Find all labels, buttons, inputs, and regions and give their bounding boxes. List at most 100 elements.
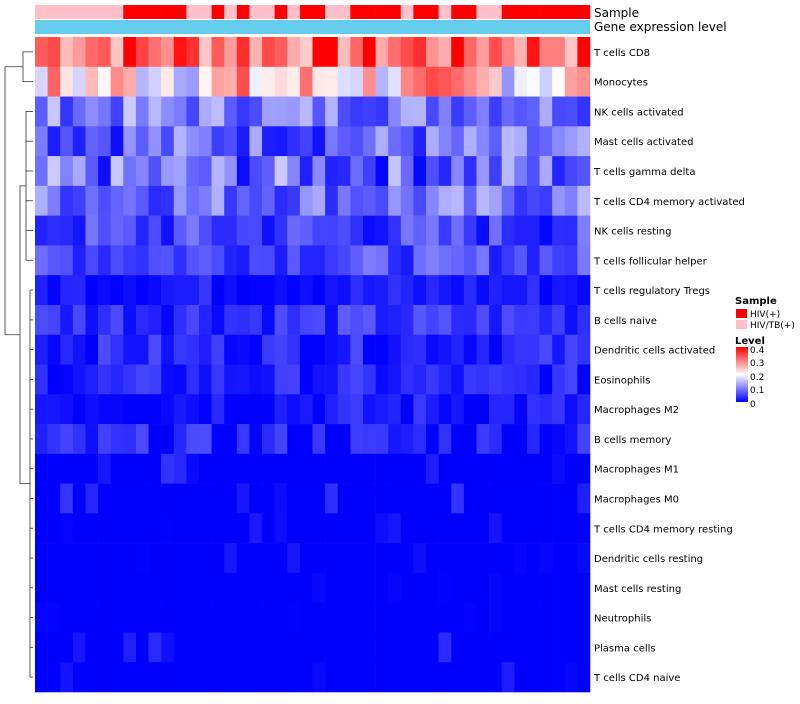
- row-label-15: Macrophages M1: [594, 465, 679, 476]
- cell-r20-c32: [426, 602, 439, 633]
- cell-r5-c18: [249, 156, 263, 187]
- cell-r3-c3: [60, 96, 74, 127]
- cell-r20-c20: [274, 602, 288, 633]
- cell-r6-c36: [476, 185, 490, 216]
- cell-r18-c22: [299, 543, 313, 574]
- cell-r18-c24: [325, 543, 339, 574]
- cell-r20-c9: [135, 602, 149, 633]
- cell-r9-c36: [476, 275, 490, 306]
- cell-r3-c6: [98, 96, 111, 127]
- cell-r18-c30: [400, 543, 414, 574]
- cell-r8-c43: [564, 245, 578, 276]
- cell-r6-c12: [173, 185, 187, 216]
- cell-r1-c22: [299, 37, 313, 68]
- cell-r9-c39: [514, 275, 528, 306]
- cell-r13-c3: [60, 394, 74, 425]
- cell-r14-c1: [35, 424, 48, 455]
- cell-r11-c36: [476, 334, 490, 365]
- cell-r21-c29: [388, 632, 402, 663]
- cell-r1-c8: [123, 37, 137, 68]
- cell-r22-c31: [413, 662, 427, 693]
- cell-r22-c33: [438, 662, 452, 693]
- cell-r22-c2: [47, 662, 61, 693]
- cell-r7-c7: [110, 215, 124, 246]
- cell-r12-c26: [350, 364, 364, 395]
- cell-r21-c31: [413, 632, 427, 663]
- cell-r19-c29: [388, 572, 402, 603]
- cell-r6-c35: [463, 185, 477, 216]
- cell-r20-c27: [362, 602, 376, 633]
- cell-r20-c39: [514, 602, 528, 633]
- cell-r10-c22: [299, 304, 313, 336]
- cell-r22-c5: [85, 662, 99, 693]
- cell-r9-c41: [539, 275, 553, 306]
- dendrogram-root: [4, 66, 23, 336]
- cell-r9-c40: [526, 275, 540, 306]
- cell-r11-c9: [135, 334, 149, 365]
- cell-r1-c36: [476, 37, 490, 68]
- cell-r14-c25: [337, 424, 351, 455]
- cell-r14-c22: [299, 424, 313, 455]
- cell-r21-c5: [85, 632, 99, 663]
- cell-r18-c5: [85, 543, 99, 574]
- cell-r11-c35: [463, 334, 477, 365]
- cell-r8-c34: [451, 245, 465, 276]
- cell-r12-c29: [388, 364, 402, 395]
- cell-r19-c27: [362, 572, 376, 603]
- cell-r15-c43: [564, 453, 578, 484]
- cell-r13-c27: [362, 394, 376, 425]
- cell-r2-c8: [123, 66, 137, 97]
- cell-r9-c16: [224, 275, 238, 306]
- cell-r6-c18: [249, 185, 263, 216]
- cell-r17-c11: [161, 513, 175, 544]
- cell-r17-c22: [299, 513, 313, 544]
- cell-r1-c7: [110, 37, 124, 68]
- cell-r16-c37: [489, 483, 503, 514]
- cell-r20-c29: [388, 602, 402, 633]
- cell-r3-c41: [539, 96, 553, 127]
- cell-r15-c10: [148, 453, 162, 484]
- cell-r14-c31: [413, 424, 427, 455]
- cell-r14-c3: [60, 424, 74, 455]
- cell-r22-c22: [299, 662, 313, 693]
- cell-r4-c1: [35, 126, 48, 157]
- cell-r11-c40: [526, 334, 540, 365]
- cell-r8-c25: [337, 245, 351, 276]
- sample-cell-44: [577, 5, 591, 19]
- cell-r11-c4: [72, 334, 86, 365]
- cell-r3-c33: [438, 96, 452, 127]
- cell-r14-c32: [426, 424, 439, 455]
- cell-r17-c32: [426, 513, 439, 544]
- cell-r16-c34: [451, 483, 465, 514]
- cell-r3-c7: [110, 96, 124, 127]
- cell-r5-c6: [98, 156, 111, 187]
- cell-r8-c39: [514, 245, 528, 276]
- cell-r7-c15: [211, 215, 225, 246]
- cell-r13-c9: [135, 394, 149, 425]
- cell-r10-c43: [564, 304, 578, 336]
- cell-r19-c43: [564, 572, 578, 603]
- cell-r12-c30: [400, 364, 414, 395]
- cell-r2-c27: [362, 66, 376, 97]
- cell-r20-c11: [161, 602, 175, 633]
- cell-r3-c14: [198, 96, 212, 127]
- cell-r21-c15: [211, 632, 225, 663]
- cell-r18-c32: [426, 543, 439, 574]
- cell-r12-c27: [362, 364, 376, 395]
- cell-r13-c18: [249, 394, 263, 425]
- cell-r2-c4: [72, 66, 86, 97]
- cell-r18-c44: [577, 543, 591, 574]
- cell-r3-c34: [451, 96, 465, 127]
- cell-r22-c7: [110, 662, 124, 693]
- cell-r7-c37: [489, 215, 503, 246]
- cell-r14-c29: [388, 424, 402, 455]
- cell-r5-c22: [299, 156, 313, 187]
- legend-label-hivtb: HIV/TB(+): [750, 321, 795, 331]
- cell-r19-c4: [72, 572, 86, 603]
- sample-cell-26: [350, 5, 364, 19]
- cell-r21-c26: [350, 632, 364, 663]
- cell-r6-c5: [85, 185, 99, 216]
- cell-r13-c8: [123, 394, 137, 425]
- cell-r10-c28: [375, 304, 389, 336]
- cell-r3-c44: [577, 96, 591, 127]
